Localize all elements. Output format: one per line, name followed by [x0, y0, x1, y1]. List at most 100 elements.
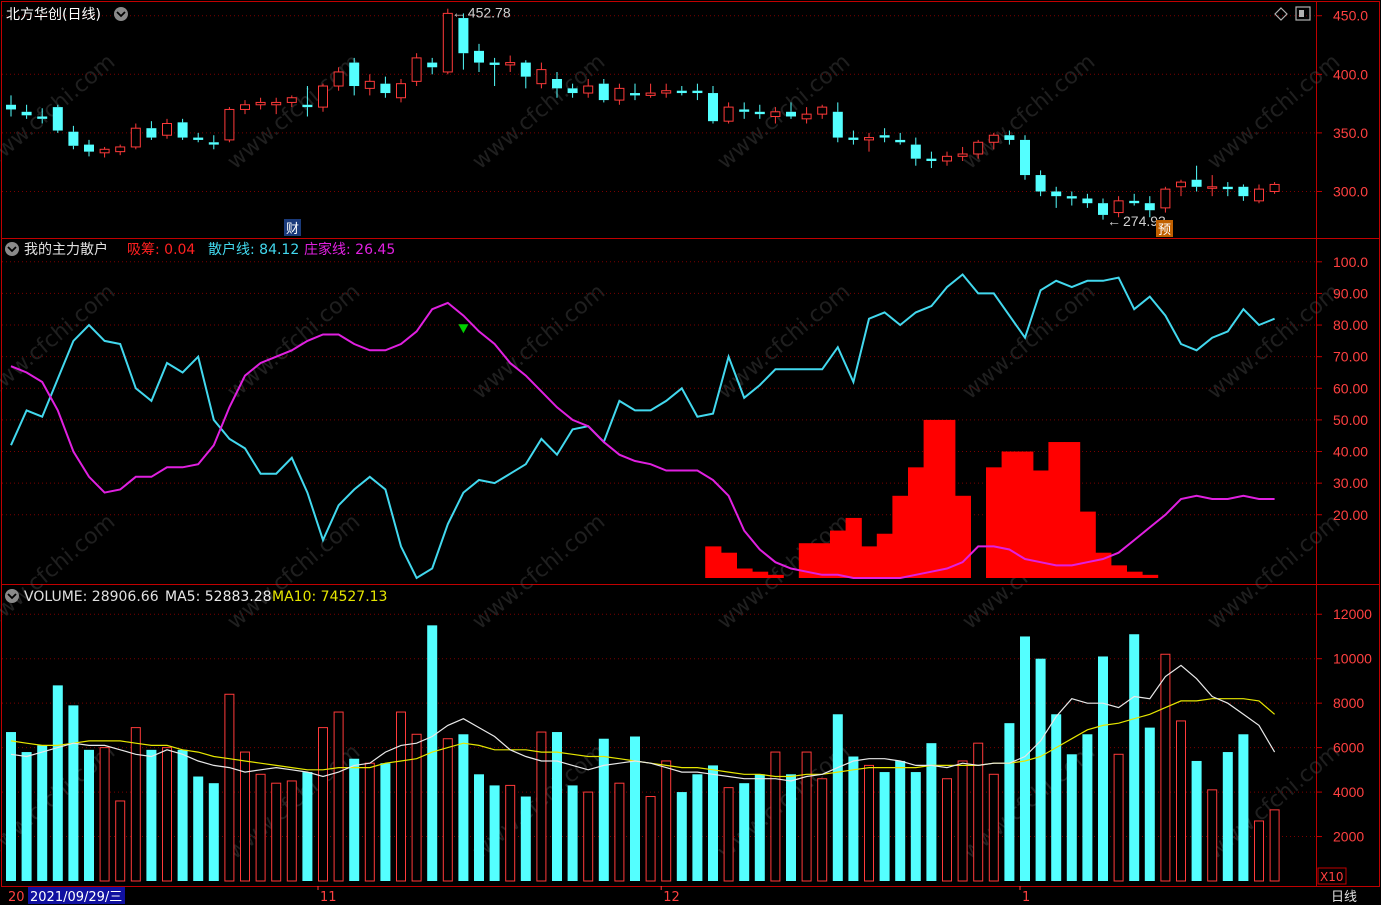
ind-tick-label-6: 40.00: [1333, 444, 1368, 460]
grid-lines: [2, 15, 1316, 838]
month-label-1: 12: [663, 890, 680, 905]
candle-8: [130, 123, 141, 150]
volume-bar-33: [520, 796, 531, 881]
zhuangjia-value: 26.45: [355, 242, 395, 258]
candle-23: [364, 74, 375, 96]
watermark-layer: www.cfchi.com www.cfchi.com www.cfchi.com w…: [0, 49, 1345, 864]
volume-bar-10: [162, 747, 172, 882]
volume-bar-54: [848, 756, 859, 881]
volume-bar-31: [489, 785, 500, 881]
volume-bar-70: [1098, 656, 1108, 881]
indicator-dropdown-icon[interactable]: [5, 242, 19, 256]
xichou-bar-68: [1064, 442, 1081, 578]
xichou-bar-56: [876, 533, 893, 578]
xichou-bar-63: [986, 467, 1003, 578]
volume-bar-66: [1035, 658, 1046, 881]
volume-bar-53: [832, 714, 843, 881]
volume-bar-45: [708, 765, 718, 881]
candle-43: [676, 86, 687, 96]
candle-49: [770, 107, 781, 124]
volume-bar-4: [68, 705, 79, 881]
volume-bar-69: [1082, 734, 1093, 881]
candle-16: [255, 97, 266, 110]
svg-text:散户线: 84.12: 散户线: 84.12: [208, 241, 299, 258]
candle-46: [723, 102, 734, 124]
volume-bar-71: [1113, 753, 1124, 882]
candle-81: [1269, 182, 1280, 194]
volume-bar-68: [1066, 754, 1077, 881]
volume-dropdown-icon[interactable]: [5, 589, 19, 603]
price-panel[interactable]: [6, 8, 1280, 220]
price-tick-label-1: 400.0: [1333, 66, 1368, 82]
candle-18: [286, 95, 297, 108]
candle-71: [1113, 196, 1124, 218]
xichou-bar-49: [767, 574, 784, 578]
price-tick-label-0: 450.0: [1333, 8, 1368, 24]
volume-bar-57: [895, 760, 906, 881]
candle-28: [442, 8, 453, 75]
volume-bar-81: [1269, 809, 1280, 882]
candle-79: [1238, 184, 1249, 201]
candle-10: [162, 118, 172, 139]
volume-bar-58: [910, 772, 921, 881]
xichou-bar-46: [720, 552, 737, 578]
candle-60: [942, 151, 952, 166]
candle-5: [84, 139, 94, 157]
candle-50: [786, 102, 796, 119]
page-title: 北方华创(日线): [6, 7, 101, 23]
xichou-bar-58: [908, 467, 925, 578]
volume-bar-78: [1222, 752, 1233, 881]
watermark-5: www.cfchi.com: [1203, 49, 1345, 174]
selected-date: 2021/09/29/三: [30, 890, 122, 905]
ind-tick-label-3: 70.00: [1333, 349, 1368, 365]
volume-bar-0: [6, 732, 16, 881]
candle-12: [193, 132, 204, 143]
watermark-12: www.cfchi.com: [0, 509, 120, 634]
forecast-badge[interactable]: 预: [1156, 220, 1173, 238]
period-label[interactable]: 日线: [1331, 890, 1357, 905]
vol-tick-label-2: 8000: [1333, 695, 1364, 711]
candle-73: [1144, 196, 1155, 218]
candle-66: [1035, 170, 1046, 197]
volume-bar-25: [396, 711, 406, 882]
x-first-label: 20: [8, 890, 25, 905]
volume-bar-15: [240, 751, 250, 882]
volume-bar-74: [1160, 653, 1171, 882]
candle-25: [396, 78, 406, 103]
watermark-6: www.cfchi.com: [0, 279, 120, 404]
event-badge[interactable]: 财: [284, 219, 301, 237]
selected-date-box[interactable]: [28, 887, 125, 904]
candle-4: [68, 125, 79, 150]
candle-0: [6, 95, 16, 117]
vol-tick-label-1: 10000: [1333, 651, 1372, 667]
indicator-marker-0: [458, 324, 469, 334]
candle-63: [988, 132, 999, 150]
candle-35: [552, 71, 562, 98]
svg-text:VOLUME: 28906.66: VOLUME: 28906.66: [24, 589, 159, 605]
window-toggle-icon[interactable]: [1295, 6, 1311, 21]
candle-40: [630, 83, 640, 101]
candle-9: [146, 121, 157, 140]
candle-58: [910, 137, 921, 166]
candle-21: [333, 67, 344, 91]
title-dropdown-icon[interactable]: [114, 7, 128, 21]
indicator-name: 我的主力散户: [24, 241, 108, 258]
diamond-icon[interactable]: [1274, 7, 1288, 21]
volume-bar-73: [1144, 727, 1155, 881]
volume-bar-30: [474, 774, 484, 881]
right-axes: 450.0 400.0 350.0 300.0 100.0 90.00 80.00 70.00…: [1316, 8, 1372, 845]
candle-65: [1020, 135, 1030, 180]
volume-bar-23: [364, 762, 375, 882]
indicator-panel[interactable]: [10, 273, 1275, 580]
volume-panel[interactable]: [6, 625, 1280, 882]
volume-bar-29: [458, 734, 469, 881]
volume-bar-5: [84, 749, 94, 881]
ma5-line: [10, 664, 1276, 782]
candle-61: [957, 146, 968, 162]
svg-text:MA10: 74527.13: MA10: 74527.13: [272, 589, 387, 605]
panel-frames: [1, 1, 1380, 887]
xichou-bar-55: [861, 546, 878, 578]
volume-bar-41: [645, 796, 656, 882]
volume-bar-17: [271, 782, 282, 882]
candle-48: [754, 104, 765, 119]
